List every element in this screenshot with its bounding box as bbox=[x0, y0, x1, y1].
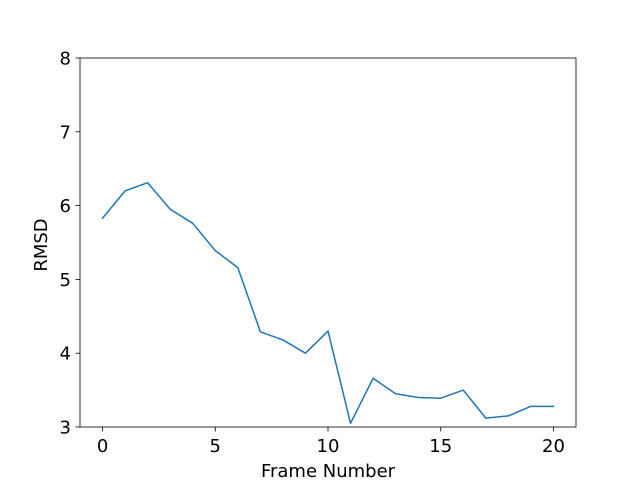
y-tick-label: 3 bbox=[60, 418, 71, 439]
x-tick-label: 10 bbox=[317, 436, 340, 457]
x-tick-label: 15 bbox=[429, 436, 452, 457]
y-tick-label: 5 bbox=[60, 270, 71, 291]
x-tick-label: 20 bbox=[542, 436, 565, 457]
series-line-0 bbox=[101, 181, 555, 425]
y-axis-label: RMSD bbox=[31, 218, 52, 271]
x-tick-label: 5 bbox=[210, 436, 221, 457]
y-tick-label: 4 bbox=[60, 344, 71, 365]
x-tick-label: 0 bbox=[97, 436, 108, 457]
y-tick-label: 6 bbox=[60, 196, 71, 217]
y-tick-label: 7 bbox=[60, 122, 71, 143]
x-axis-label: Frame Number bbox=[261, 461, 396, 480]
axes: 0 5 10 15 20 3 4 5 6 7 8 bbox=[60, 49, 577, 457]
y-tick-label: 8 bbox=[60, 49, 71, 70]
plot-area bbox=[101, 181, 555, 425]
